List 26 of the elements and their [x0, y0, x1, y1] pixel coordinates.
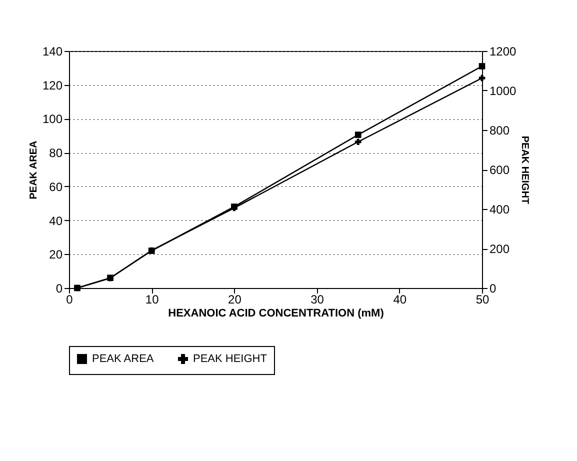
x-axis-title: HEXANOIC ACID CONCENTRATION (mM): [168, 308, 384, 320]
y2-tick-label: 1000: [490, 84, 517, 98]
y-tick-label: 60: [49, 180, 63, 194]
y2-tick-label: 800: [490, 124, 510, 138]
y2-tick-label: 1200: [490, 44, 517, 58]
x-tick-label: 0: [66, 292, 74, 306]
x-tick-label: 10: [145, 292, 160, 306]
y-tick-label: 40: [49, 214, 63, 228]
x-tick-label: 50: [476, 292, 490, 306]
y-tick-label: 0: [56, 282, 63, 296]
y-tick-label: 120: [42, 78, 63, 92]
y2-tick-label: 0: [490, 282, 496, 296]
legend-label: PEAK HEIGHT: [193, 353, 268, 365]
x-tick-label: 30: [310, 292, 324, 306]
y2-axis-title: PEAK HEIGHT: [519, 136, 530, 204]
legend-label: PEAK AREA: [92, 353, 154, 365]
x-tick-label: 40: [393, 292, 407, 306]
y-tick-label: 140: [42, 44, 63, 58]
y-tick-label: 20: [49, 248, 63, 262]
y-tick-label: 100: [42, 112, 63, 126]
y2-tick-label: 200: [490, 242, 510, 256]
y-tick-label: 80: [49, 146, 63, 160]
x-tick-label: 20: [228, 292, 242, 306]
y-axis-title: PEAK AREA: [28, 140, 40, 200]
y2-tick-label: 600: [490, 163, 510, 177]
y2-tick-label: 400: [490, 202, 510, 216]
